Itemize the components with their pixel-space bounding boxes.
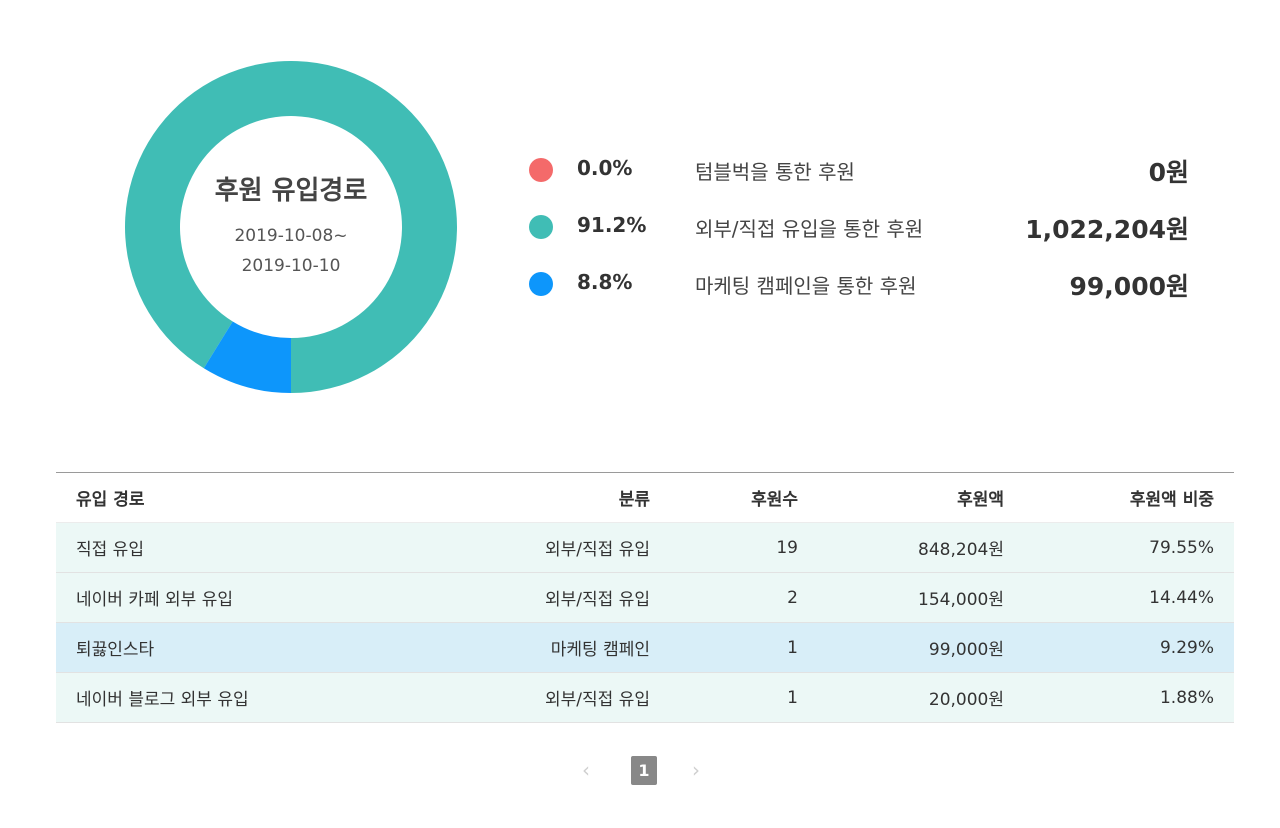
chevron-right-icon[interactable]: › <box>692 758 700 782</box>
cell-category: 외부/직접 유입 <box>376 572 670 623</box>
table-header-row: 유입 경로 분류 후원수 후원액 후원액 비중 <box>56 472 1234 523</box>
cell-count: 19 <box>670 522 818 573</box>
column-header-count: 후원수 <box>670 472 818 523</box>
table-row: 네이버 카페 외부 유입 외부/직접 유입 2 154,000원 14.44% <box>56 572 1234 623</box>
cell-amount: 848,204원 <box>818 522 1024 573</box>
column-header-category: 분류 <box>376 472 670 523</box>
cell-source: 직접 유입 <box>56 522 376 573</box>
cell-source: 네이버 블로그 외부 유입 <box>56 672 376 723</box>
pagination: ‹ 1 › <box>574 756 714 786</box>
donut-chart: 후원 유입경로 2019-10-08~ 2019-10-10 <box>125 61 457 393</box>
legend-amount: 0원 <box>1148 158 1189 187</box>
legend-amount: 99,000원 <box>1069 272 1189 301</box>
cell-count: 1 <box>670 622 818 673</box>
cell-amount: 20,000원 <box>818 672 1024 723</box>
date-range-start: 2019-10-08~ <box>234 225 348 246</box>
donut-svg <box>125 61 457 393</box>
chevron-left-icon[interactable]: ‹ <box>582 758 590 782</box>
column-header-amount: 후원액 <box>818 472 1024 523</box>
date-range-end: 2019-10-10 <box>241 255 341 276</box>
legend-dot-marketing <box>529 272 553 296</box>
donut-center: 후원 유입경로 2019-10-08~ 2019-10-10 <box>125 61 457 393</box>
donut-slice-2 <box>203 321 291 393</box>
page-button-current[interactable]: 1 <box>631 756 657 785</box>
cell-count: 2 <box>670 572 818 623</box>
table-row: 퇴끓인스타 마케팅 캠페인 1 99,000원 9.29% <box>56 622 1234 673</box>
legend-item-tumblbug: 0.0% 텀블벅을 통한 후원 0원 <box>527 140 1189 197</box>
cell-category: 외부/직접 유입 <box>376 522 670 573</box>
cell-category: 마케팅 캠페인 <box>376 622 670 673</box>
legend-percent: 8.8% <box>577 270 633 294</box>
legend-label: 텀블벅을 통한 후원 <box>695 160 855 184</box>
table-row: 직접 유입 외부/직접 유입 19 848,204원 79.55% <box>56 522 1234 573</box>
legend-dot-external <box>529 215 553 239</box>
column-header-source: 유입 경로 <box>56 472 376 523</box>
legend-dot-tumblbug <box>529 158 553 182</box>
cell-source: 퇴끓인스타 <box>56 622 376 673</box>
cell-count: 1 <box>670 672 818 723</box>
legend-percent: 0.0% <box>577 156 633 180</box>
cell-share: 9.29% <box>1024 622 1234 673</box>
donut-slice-1 <box>125 61 457 393</box>
legend-percent: 91.2% <box>577 213 647 237</box>
chart-legend: 0.0% 텀블벅을 통한 후원 0원 91.2% 외부/직접 유입을 통한 후원… <box>527 140 1189 311</box>
column-header-share: 후원액 비중 <box>1024 472 1234 523</box>
cell-source: 네이버 카페 외부 유입 <box>56 572 376 623</box>
cell-amount: 99,000원 <box>818 622 1024 673</box>
legend-item-marketing: 8.8% 마케팅 캠페인을 통한 후원 99,000원 <box>527 254 1189 311</box>
cell-share: 79.55% <box>1024 522 1234 573</box>
chart-title: 후원 유입경로 <box>214 175 368 206</box>
table-row: 네이버 블로그 외부 유입 외부/직접 유입 1 20,000원 1.88% <box>56 672 1234 723</box>
legend-label: 외부/직접 유입을 통한 후원 <box>695 217 924 241</box>
referral-table: 유입 경로 분류 후원수 후원액 후원액 비중 직접 유입 외부/직접 유입 1… <box>56 472 1234 723</box>
cell-share: 14.44% <box>1024 572 1234 623</box>
cell-share: 1.88% <box>1024 672 1234 723</box>
legend-amount: 1,022,204원 <box>1025 215 1189 244</box>
legend-label: 마케팅 캠페인을 통한 후원 <box>695 274 917 298</box>
cell-category: 외부/직접 유입 <box>376 672 670 723</box>
cell-amount: 154,000원 <box>818 572 1024 623</box>
legend-item-external: 91.2% 외부/직접 유입을 통한 후원 1,022,204원 <box>527 197 1189 254</box>
